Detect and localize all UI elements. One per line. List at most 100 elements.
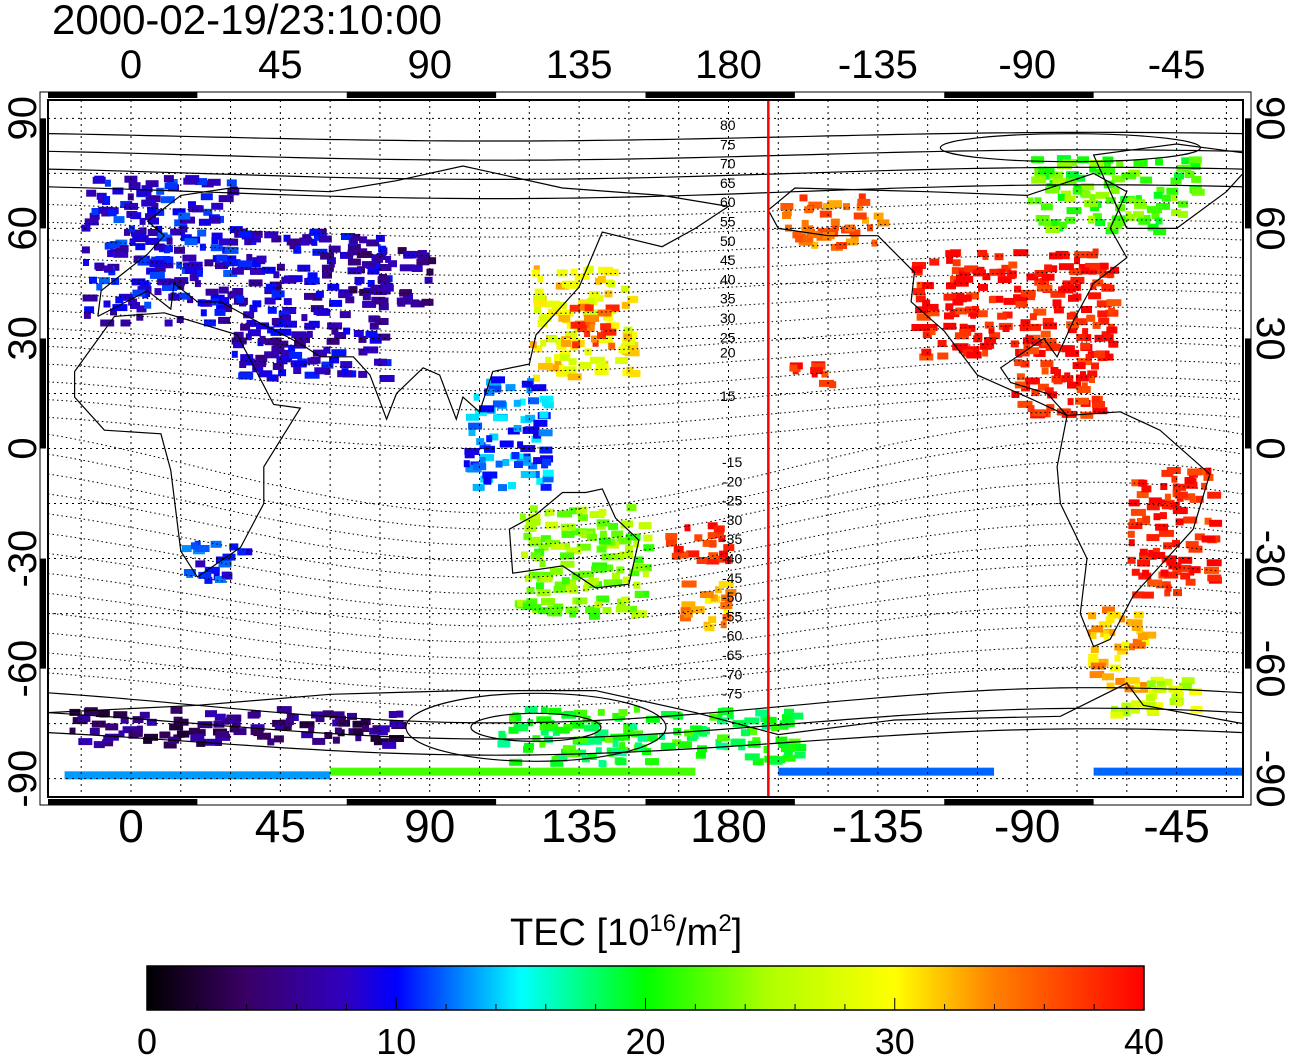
tec-cell-antarctica-west	[274, 722, 284, 730]
tec-cell-australia	[596, 519, 610, 527]
tec-cell-central-america	[1035, 350, 1046, 357]
tec-cell-west-asia	[374, 318, 389, 325]
tec-cell-europe	[156, 187, 165, 195]
tec-cell-west-asia	[293, 367, 302, 374]
tec-cell-antarctica-west	[163, 741, 177, 749]
tec-cell-pacific-south	[706, 557, 720, 565]
tec-cell-central-asia	[421, 298, 434, 306]
tec-cell-europe	[207, 178, 221, 186]
tec-cell-antarctica-west	[276, 706, 292, 714]
tec-cell-north-america	[1110, 266, 1120, 274]
tec-cell-europe	[136, 313, 144, 321]
tec-cell-south-america	[1151, 551, 1166, 559]
tec-cell-central-asia	[411, 265, 423, 272]
tec-cell-antarctica-west	[324, 732, 333, 739]
tec-cell-antarctica-west	[273, 735, 284, 743]
tec-cell-north-america	[1062, 252, 1070, 260]
tec-cell-south-america	[1178, 556, 1193, 564]
tec-cell-antarctica-west	[338, 719, 351, 727]
tec-cell-canada-north	[1027, 197, 1034, 205]
tec-cell-west-asia	[327, 283, 340, 291]
tec-cell-se-asia	[521, 380, 533, 388]
tec-cell-west-asia	[323, 346, 331, 354]
tec-cell-patagonia	[1089, 671, 1101, 679]
tec-cell-se-asia	[540, 483, 552, 491]
mag-lat-contour	[48, 481, 1243, 563]
tec-cell-west-asia	[338, 291, 351, 299]
tec-cell-east-asia	[547, 335, 558, 343]
frame-bar-top	[645, 92, 795, 98]
tec-cell-central-asia	[417, 250, 427, 257]
tec-cell-patagonia	[1127, 619, 1143, 627]
tec-cell-south-america	[1141, 485, 1152, 493]
tec-cell-australia	[585, 606, 601, 614]
tec-cell-west-asia	[312, 248, 328, 256]
tec-cell-australia	[540, 535, 551, 543]
tec-cell-west-asia	[271, 318, 278, 325]
tec-cell-canada-north	[1161, 194, 1171, 202]
tec-cell-antarctica-west	[177, 730, 190, 738]
tec-cell-patagonia	[1114, 654, 1121, 662]
tec-cell-west-asia	[298, 238, 310, 246]
tec-cell-japan	[602, 328, 617, 336]
tec-cell-antarctica-west	[169, 723, 184, 731]
tec-cell-south-america	[1172, 483, 1180, 491]
tec-cell-south-africa	[198, 571, 212, 579]
tec-cell-antarctica-south	[747, 727, 757, 735]
tec-cell-patagonia	[1103, 633, 1110, 641]
tec-cell-antarctic-peninsula	[1150, 676, 1164, 684]
tec-cell-europe	[131, 278, 146, 286]
tec-cell-antarctica-south	[539, 723, 546, 731]
tec-cell-australia	[633, 564, 646, 571]
tec-cell-europe	[176, 261, 183, 269]
tec-cell-antarctica-west	[144, 733, 158, 741]
tec-cell-south-america	[1184, 477, 1195, 484]
tec-cell-south-america	[1152, 547, 1160, 555]
tec-cell-alaska	[799, 194, 808, 202]
tec-cell-east-asia	[626, 366, 634, 374]
tec-cell-north-america	[945, 303, 954, 311]
tec-cell-antarctica-west	[69, 708, 81, 716]
tec-cell-west-asia	[278, 310, 290, 318]
tec-cell-se-asia	[513, 425, 522, 432]
tec-cell-alaska	[871, 239, 878, 247]
tec-cell-antarctic-peninsula	[1146, 680, 1156, 688]
tec-cell-europe	[145, 195, 161, 203]
tec-cell-alaska	[877, 219, 890, 227]
tec-cell-se-asia	[519, 398, 526, 406]
lon-tick-label-top: 135	[546, 43, 613, 87]
tec-cell-europe	[128, 225, 135, 233]
tec-cell-australia	[530, 552, 541, 560]
tec-cell-australia	[622, 576, 630, 584]
tec-cell-se-asia	[492, 400, 506, 408]
tec-cell-australia	[560, 552, 574, 560]
tec-cell-australia	[549, 567, 563, 575]
tec-cell-antarctica-west	[196, 739, 206, 747]
tec-cell-antarctica-west	[136, 725, 143, 733]
tec-cell-canada-north	[1066, 171, 1079, 179]
tec-cell-patagonia	[1119, 615, 1126, 623]
tec-cell-alaska	[843, 203, 850, 211]
tec-cell-south-america	[1163, 542, 1173, 550]
tec-cell-north-america	[943, 293, 957, 301]
mag-lat-label: -60	[722, 628, 742, 644]
tec-cell-north-america	[964, 265, 979, 273]
tec-cell-west-asia	[320, 252, 335, 260]
tec-cell-north-america	[1044, 264, 1053, 272]
tec-cell-australia	[547, 605, 554, 613]
tec-cell-east-asia	[547, 308, 561, 316]
tec-cell-europe	[126, 210, 138, 218]
tec-cell-east-asia	[532, 374, 540, 382]
tec-cell-north-america	[1101, 283, 1112, 291]
tec-cell-europe	[196, 269, 203, 277]
tec-cell-central-america	[1047, 391, 1058, 399]
tec-cell-europe	[111, 277, 120, 285]
tec-cell-north-america	[1013, 249, 1029, 257]
tec-cell-south-america	[1172, 507, 1188, 515]
tec-cell-antarctica-south	[595, 747, 602, 755]
tec-cell-south-africa	[195, 560, 206, 568]
tec-cell-europe	[178, 292, 191, 300]
tec-cell-canada-north	[1133, 159, 1148, 167]
tec-cell-west-asia	[328, 260, 335, 268]
tec-cell-se-asia	[520, 445, 536, 453]
